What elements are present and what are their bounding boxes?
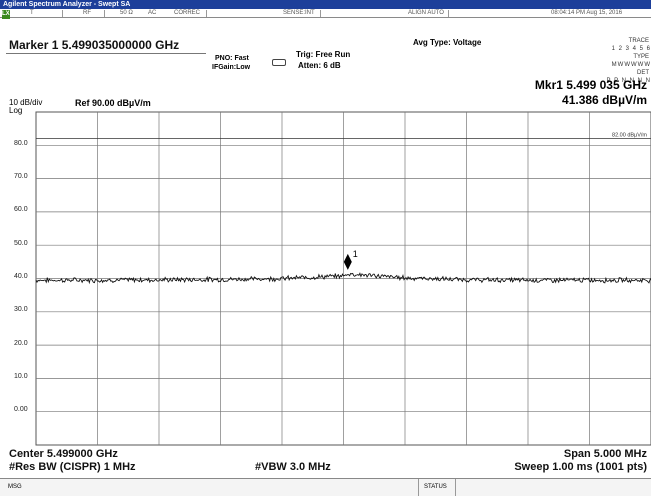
y-tick-label: 20.0 — [14, 340, 28, 347]
status-correc: CORREC — [174, 10, 201, 16]
lxi-indicator-icon: LXI — [2, 10, 12, 19]
trace-value: 1 2 3 4 5 6 — [611, 46, 651, 52]
type-label: TYPE — [633, 54, 649, 60]
y-tick-label: 30.0 — [14, 306, 28, 313]
y-tick-label: 80.0 — [14, 140, 28, 147]
y-tick-label: 70.0 — [14, 173, 28, 180]
message-divider — [455, 479, 456, 496]
center-frequency: Center 5.499000 GHz — [9, 448, 118, 460]
marker-number-label: 1 — [353, 249, 358, 259]
pno-setting: PNO: Fast — [215, 55, 249, 62]
resolution-bandwidth: #Res BW (CISPR) 1 MHz — [9, 461, 136, 473]
status-label: STATUS — [424, 484, 447, 490]
marker-header[interactable]: Marker 1 5.499035000000 GHz — [9, 38, 180, 52]
message-divider — [418, 479, 419, 496]
y-tick-label: 40.0 — [14, 273, 28, 280]
y-tick-label: 50.0 — [14, 240, 28, 247]
scale-log: Log — [9, 106, 23, 115]
status-align: ALIGN AUTO — [408, 10, 444, 16]
status-divider — [448, 10, 449, 17]
marker-level-readout: 41.386 dBµV/m — [562, 93, 647, 107]
message-bar: MSG STATUS — [0, 478, 651, 496]
sweep-mode-icon — [272, 59, 286, 66]
status-bar: LXI T RF 50 Ω AC CORREC SENSE:INT ALIGN … — [0, 9, 651, 19]
status-t: T — [30, 10, 34, 16]
trace-table: TRACE 1 2 3 4 5 6 TYPE MWWWWW DET P P N N N… — [589, 37, 651, 85]
sweep-setting: Sweep 1.00 ms (1001 pts) — [514, 461, 647, 473]
status-datetime: 08:04:14 PM Aug 15, 2016 — [551, 10, 623, 16]
status-ac: AC — [148, 10, 157, 16]
status-divider — [62, 10, 63, 17]
y-tick-label: 10.0 — [14, 373, 28, 380]
ifgain-setting: IFGain:Low — [212, 64, 251, 71]
marker-header-underline — [6, 53, 206, 54]
trace-line — [35, 272, 651, 285]
status-divider — [104, 10, 105, 17]
window-title-bar: Agilent Spectrum Analyzer - Swept SA — [0, 0, 651, 9]
y-tick-label: 0.00 — [14, 406, 28, 413]
status-divider — [320, 10, 321, 17]
status-divider — [206, 10, 207, 17]
status-rf: RF — [83, 10, 91, 16]
det-value: P P N N N N — [606, 78, 651, 84]
status-sense: SENSE:INT — [283, 10, 315, 16]
type-value: MWWWWW — [611, 62, 651, 68]
status-impedance: 50 Ω — [120, 10, 133, 16]
message-label: MSG — [8, 484, 22, 490]
reference-level: Ref 90.00 dBµV/m — [75, 98, 151, 108]
limit-line-label: 82.00 dBµV/m — [612, 133, 647, 139]
trace-label: TRACE — [628, 38, 649, 44]
plot-grid — [35, 111, 651, 446]
atten-setting: Atten: 6 dB — [298, 61, 341, 70]
marker-frequency-readout: Mkr1 5.499 035 GHz — [534, 78, 647, 92]
det-label: DET — [637, 70, 649, 76]
marker-diamond-icon — [343, 253, 352, 270]
marker-diamond — [343, 253, 352, 270]
video-bandwidth: #VBW 3.0 MHz — [255, 461, 331, 473]
avg-type-setting: Avg Type: Voltage — [413, 38, 482, 47]
trigger-setting: Trig: Free Run — [296, 50, 351, 59]
scale-per-div: 10 dB/div — [9, 98, 43, 107]
y-tick-label: 60.0 — [14, 206, 28, 213]
window-title: Agilent Spectrum Analyzer - Swept SA — [3, 1, 131, 8]
span-setting: Span 5.000 MHz — [563, 448, 647, 460]
